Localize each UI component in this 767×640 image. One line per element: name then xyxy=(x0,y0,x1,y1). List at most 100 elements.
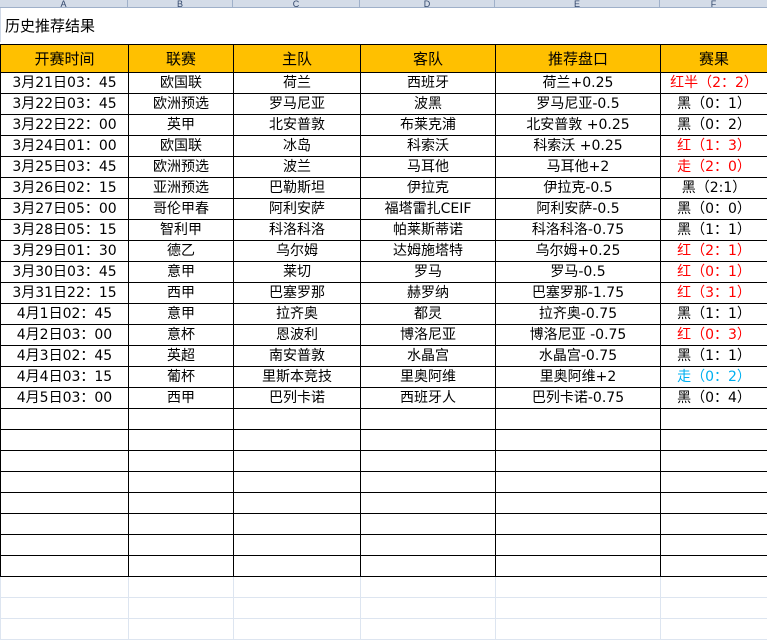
empty-cell[interactable] xyxy=(234,451,361,472)
empty-cell[interactable] xyxy=(496,430,661,451)
cell-away-team[interactable]: 帕莱斯蒂诺 xyxy=(361,220,496,241)
cell-home-team[interactable]: 恩波利 xyxy=(234,325,361,346)
cell-home-team[interactable]: 巴塞罗那 xyxy=(234,283,361,304)
cell-away-team[interactable]: 里奥阿维 xyxy=(361,367,496,388)
empty-cell[interactable] xyxy=(234,535,361,556)
empty-table-row[interactable] xyxy=(1,556,767,577)
cell-recommended-handicap[interactable]: 荷兰+0.25 xyxy=(496,73,661,94)
empty-cell[interactable] xyxy=(129,556,234,577)
faint-grid-row[interactable] xyxy=(1,598,767,619)
empty-cell[interactable] xyxy=(496,493,661,514)
cell-recommended-handicap[interactable]: 科索沃 +0.25 xyxy=(496,136,661,157)
cell-match-result[interactable]: 走（0：2） xyxy=(661,367,767,388)
cell-kickoff-time[interactable]: 4月5日03：00 xyxy=(1,388,129,409)
empty-cell[interactable] xyxy=(1,451,129,472)
cell-league[interactable]: 英甲 xyxy=(129,115,234,136)
empty-cell[interactable] xyxy=(496,451,661,472)
title-row[interactable]: 历史推荐结果 xyxy=(0,8,767,42)
empty-cell[interactable] xyxy=(129,514,234,535)
column-letter-d[interactable]: D xyxy=(360,0,495,7)
empty-cell[interactable] xyxy=(496,472,661,493)
column-letter-a[interactable]: A xyxy=(0,0,128,7)
cell-league[interactable]: 智利甲 xyxy=(129,220,234,241)
cell-league[interactable]: 哥伦甲春 xyxy=(129,199,234,220)
cell-league[interactable]: 欧洲预选 xyxy=(129,94,234,115)
cell-home-team[interactable]: 南安普敦 xyxy=(234,346,361,367)
faint-grid-cell[interactable] xyxy=(234,598,361,619)
cell-league[interactable]: 欧国联 xyxy=(129,136,234,157)
empty-table-row[interactable] xyxy=(1,472,767,493)
cell-home-team[interactable]: 冰岛 xyxy=(234,136,361,157)
cell-home-team[interactable]: 巴勒斯坦 xyxy=(234,178,361,199)
cell-recommended-handicap[interactable]: 巴列卡诺-0.75 xyxy=(496,388,661,409)
cell-league[interactable]: 西甲 xyxy=(129,283,234,304)
cell-away-team[interactable]: 都灵 xyxy=(361,304,496,325)
cell-match-result[interactable]: 红半（2：2） xyxy=(661,73,767,94)
faint-grid-cell[interactable] xyxy=(234,577,361,598)
empty-table-row[interactable] xyxy=(1,451,767,472)
empty-cell[interactable] xyxy=(496,535,661,556)
cell-match-result[interactable]: 黑（0：0） xyxy=(661,199,767,220)
column-header-league[interactable]: 联赛 xyxy=(129,45,234,73)
cell-league[interactable]: 英超 xyxy=(129,346,234,367)
empty-table-row[interactable] xyxy=(1,430,767,451)
faint-grid-cell[interactable] xyxy=(496,577,661,598)
cell-home-team[interactable]: 拉齐奥 xyxy=(234,304,361,325)
column-header-away-team[interactable]: 客队 xyxy=(361,45,496,73)
column-header-match-result[interactable]: 赛果 xyxy=(661,45,767,73)
cell-away-team[interactable]: 马耳他 xyxy=(361,157,496,178)
cell-league[interactable]: 欧国联 xyxy=(129,73,234,94)
cell-away-team[interactable]: 水晶宫 xyxy=(361,346,496,367)
empty-cell[interactable] xyxy=(234,514,361,535)
cell-home-team[interactable]: 莱切 xyxy=(234,262,361,283)
cell-home-team[interactable]: 波兰 xyxy=(234,157,361,178)
empty-cell[interactable] xyxy=(129,535,234,556)
empty-cell[interactable] xyxy=(1,430,129,451)
cell-away-team[interactable]: 福塔雷扎CEIF xyxy=(361,199,496,220)
cell-home-team[interactable]: 乌尔姆 xyxy=(234,241,361,262)
empty-table-row[interactable] xyxy=(1,493,767,514)
faint-grid-cell[interactable] xyxy=(1,577,129,598)
cell-league[interactable]: 意杯 xyxy=(129,325,234,346)
cell-kickoff-time[interactable]: 4月2日03：00 xyxy=(1,325,129,346)
empty-cell[interactable] xyxy=(361,514,496,535)
column-letter-c[interactable]: C xyxy=(233,0,360,7)
cell-match-result[interactable]: 红（0：3） xyxy=(661,325,767,346)
empty-cell[interactable] xyxy=(661,472,767,493)
empty-cell[interactable] xyxy=(661,556,767,577)
column-header-home-team[interactable]: 主队 xyxy=(234,45,361,73)
faint-grid-cell[interactable] xyxy=(661,577,767,598)
empty-cell[interactable] xyxy=(361,556,496,577)
faint-grid-cell[interactable] xyxy=(496,598,661,619)
empty-cell[interactable] xyxy=(496,409,661,430)
cell-league[interactable]: 欧洲预选 xyxy=(129,157,234,178)
cell-kickoff-time[interactable]: 4月1日02：45 xyxy=(1,304,129,325)
cell-kickoff-time[interactable]: 3月22日03：45 xyxy=(1,94,129,115)
faint-grid-cell[interactable] xyxy=(661,619,767,640)
faint-grid-cell[interactable] xyxy=(661,598,767,619)
cell-recommended-handicap[interactable]: 巴塞罗那-1.75 xyxy=(496,283,661,304)
cell-recommended-handicap[interactable]: 马耳他+2 xyxy=(496,157,661,178)
cell-league[interactable]: 德乙 xyxy=(129,241,234,262)
faint-grid-cell[interactable] xyxy=(1,619,129,640)
empty-cell[interactable] xyxy=(661,535,767,556)
cell-recommended-handicap[interactable]: 罗马尼亚-0.5 xyxy=(496,94,661,115)
cell-recommended-handicap[interactable]: 罗马-0.5 xyxy=(496,262,661,283)
faint-grid-cell[interactable] xyxy=(129,577,234,598)
cell-match-result[interactable]: 红（3：1） xyxy=(661,283,767,304)
cell-recommended-handicap[interactable]: 博洛尼亚 -0.75 xyxy=(496,325,661,346)
cell-recommended-handicap[interactable]: 乌尔姆+0.25 xyxy=(496,241,661,262)
cell-away-team[interactable]: 伊拉克 xyxy=(361,178,496,199)
faint-grid-cell[interactable] xyxy=(234,619,361,640)
cell-recommended-handicap[interactable]: 科洛科洛-0.75 xyxy=(496,220,661,241)
cell-away-team[interactable]: 波黑 xyxy=(361,94,496,115)
cell-recommended-handicap[interactable]: 里奥阿维+2 xyxy=(496,367,661,388)
empty-cell[interactable] xyxy=(661,493,767,514)
cell-recommended-handicap[interactable]: 伊拉克-0.5 xyxy=(496,178,661,199)
